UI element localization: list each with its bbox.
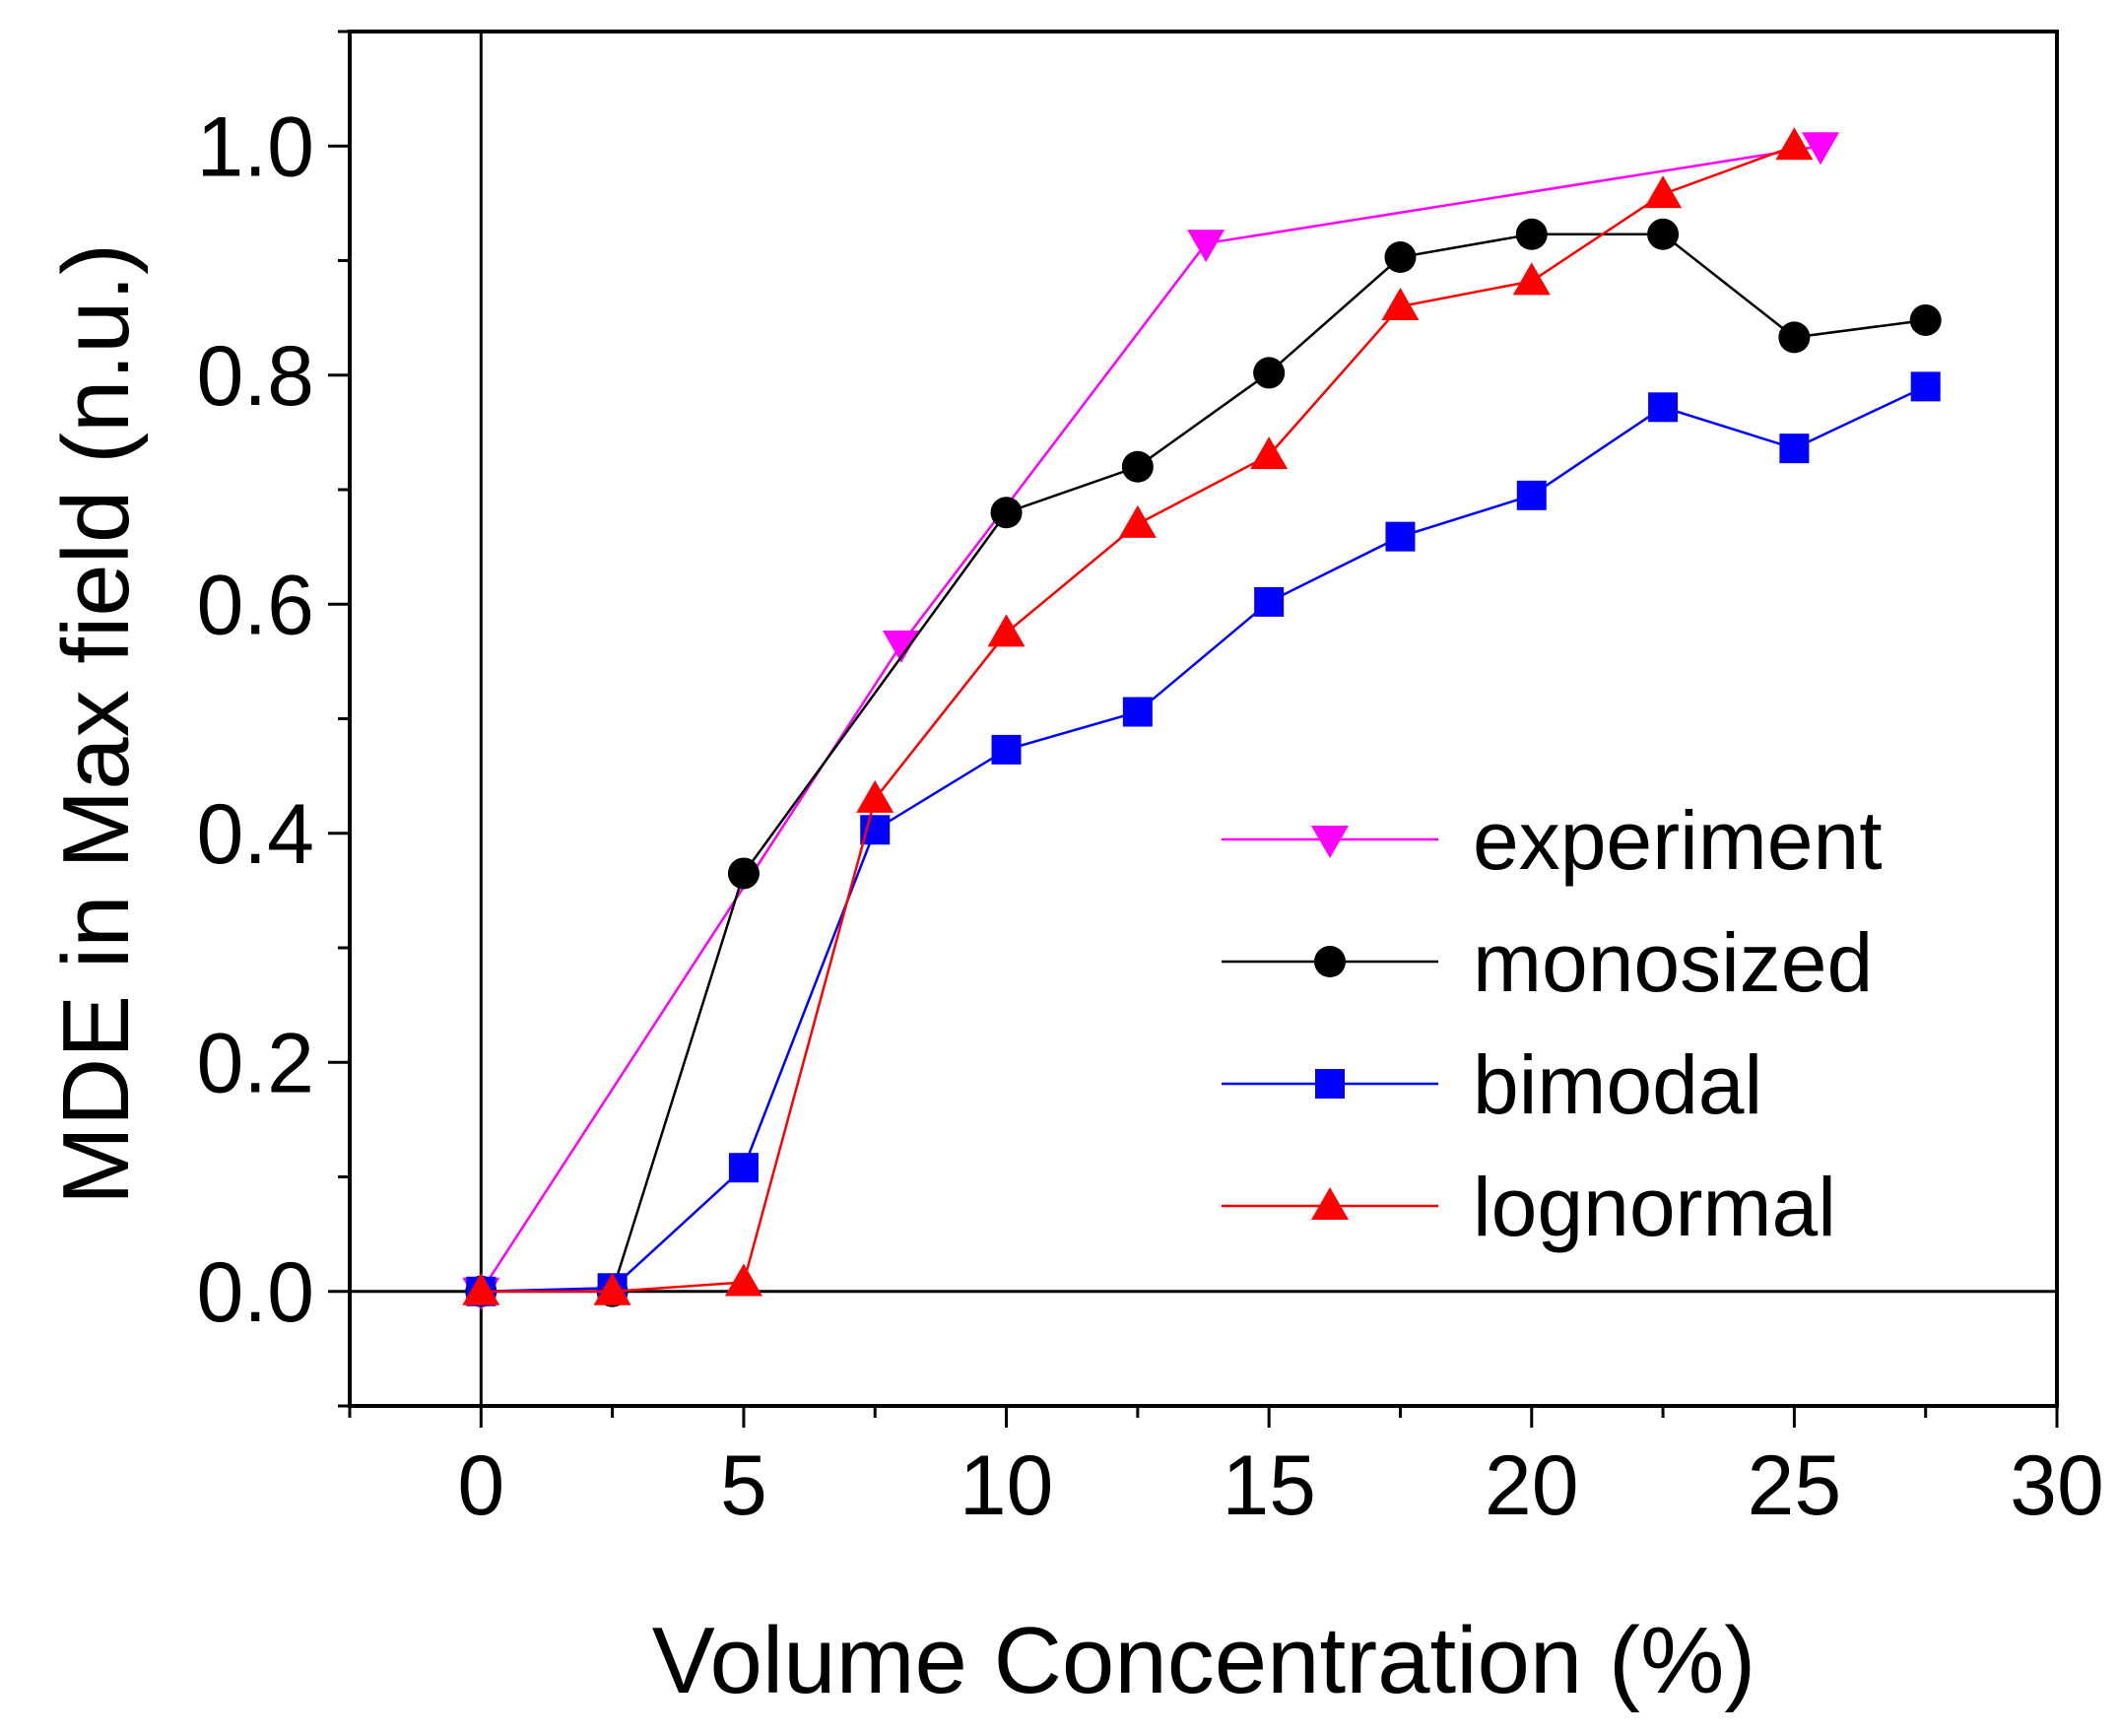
data-point-lognormal bbox=[462, 1272, 500, 1305]
data-point-bimodal bbox=[1779, 434, 1810, 464]
data-point-bimodal bbox=[991, 734, 1022, 765]
x-tick-label: 0 bbox=[457, 1438, 504, 1533]
legend-label: experiment bbox=[1473, 794, 1883, 887]
data-point-monosized bbox=[1778, 321, 1811, 354]
series-line-monosized bbox=[481, 233, 1926, 1293]
legend-marker bbox=[1311, 1187, 1349, 1220]
y-axis-label: MDE in Max field (n.u.) bbox=[43, 243, 149, 1205]
x-tick-label: 10 bbox=[960, 1438, 1054, 1533]
data-point-lognormal bbox=[724, 1263, 762, 1297]
data-point-bimodal bbox=[1516, 480, 1547, 510]
legend-marker bbox=[1315, 1069, 1345, 1099]
y-tick-label: 0.0 bbox=[196, 1245, 314, 1340]
data-point-monosized bbox=[1515, 218, 1548, 250]
axes: 0 5 10 15 20 25 30 0.0 0.2 0.4 0.6 0.8 1.0 bbox=[196, 30, 2104, 1533]
x-tick-label: 15 bbox=[1222, 1438, 1316, 1533]
data-point-bimodal bbox=[1648, 392, 1679, 423]
data-point-lognormal bbox=[1644, 175, 1683, 209]
series-monosized bbox=[465, 218, 1942, 1307]
data-point-lognormal bbox=[856, 779, 894, 813]
data-point-bimodal bbox=[1910, 371, 1941, 402]
data-point-monosized bbox=[1647, 218, 1680, 250]
y-tick-label: 1.0 bbox=[196, 100, 314, 194]
legend-label: bimodal bbox=[1473, 1038, 1762, 1131]
y-tick-label: 0.6 bbox=[196, 558, 314, 652]
data-point-lognormal bbox=[593, 1272, 631, 1305]
data-point-monosized bbox=[1384, 241, 1417, 274]
data-point-experiment bbox=[1802, 132, 1840, 166]
data-point-experiment bbox=[1187, 230, 1225, 263]
legend: experiment monosized bimodal lognormal bbox=[1222, 794, 1883, 1253]
data-point-lognormal bbox=[987, 614, 1026, 647]
legend-label: lognormal bbox=[1473, 1161, 1836, 1253]
x-tick-label: 25 bbox=[1748, 1438, 1842, 1533]
x-tick-label: 5 bbox=[720, 1438, 767, 1533]
x-axis-label: Volume Concentration (%) bbox=[652, 1608, 1756, 1713]
series-lognormal bbox=[462, 127, 1814, 1305]
data-point-lognormal bbox=[1775, 127, 1814, 161]
plot-series bbox=[462, 127, 1942, 1310]
data-point-bimodal bbox=[1122, 697, 1153, 727]
data-point-monosized bbox=[727, 857, 760, 890]
data-point-bimodal bbox=[1254, 586, 1285, 617]
legend-label: monosized bbox=[1473, 916, 1873, 1009]
legend-item-monosized: monosized bbox=[1222, 916, 1873, 1009]
legend-marker bbox=[1311, 826, 1349, 858]
x-tick-label: 30 bbox=[2010, 1438, 2104, 1533]
axis-labels: Volume Concentration (%) MDE in Max fiel… bbox=[43, 243, 1755, 1713]
legend-marker bbox=[1314, 946, 1346, 977]
x-tick-label: 20 bbox=[1485, 1438, 1579, 1533]
legend-item-lognormal: lognormal bbox=[1222, 1161, 1836, 1253]
data-point-lognormal bbox=[1118, 504, 1157, 538]
data-point-monosized bbox=[1121, 450, 1154, 483]
data-point-lognormal bbox=[1381, 288, 1420, 320]
series-line-experiment bbox=[480, 145, 1821, 1293]
reference-lines bbox=[350, 32, 2057, 1406]
legend-item-experiment: experiment bbox=[1222, 794, 1883, 887]
data-point-monosized bbox=[990, 497, 1023, 529]
y-tick-label: 0.4 bbox=[196, 787, 314, 882]
series-line-bimodal bbox=[481, 385, 1927, 1293]
y-tick-label: 0.8 bbox=[196, 329, 314, 424]
data-point-bimodal bbox=[1385, 521, 1416, 552]
y-tick-label: 0.2 bbox=[196, 1016, 314, 1110]
data-point-experiment bbox=[882, 630, 920, 663]
data-point-monosized bbox=[1253, 357, 1286, 389]
data-point-lognormal bbox=[1250, 436, 1289, 470]
legend-item-bimodal: bimodal bbox=[1222, 1038, 1762, 1131]
data-point-bimodal bbox=[728, 1153, 759, 1183]
data-point-monosized bbox=[1909, 303, 1942, 336]
data-point-lognormal bbox=[1512, 262, 1551, 296]
